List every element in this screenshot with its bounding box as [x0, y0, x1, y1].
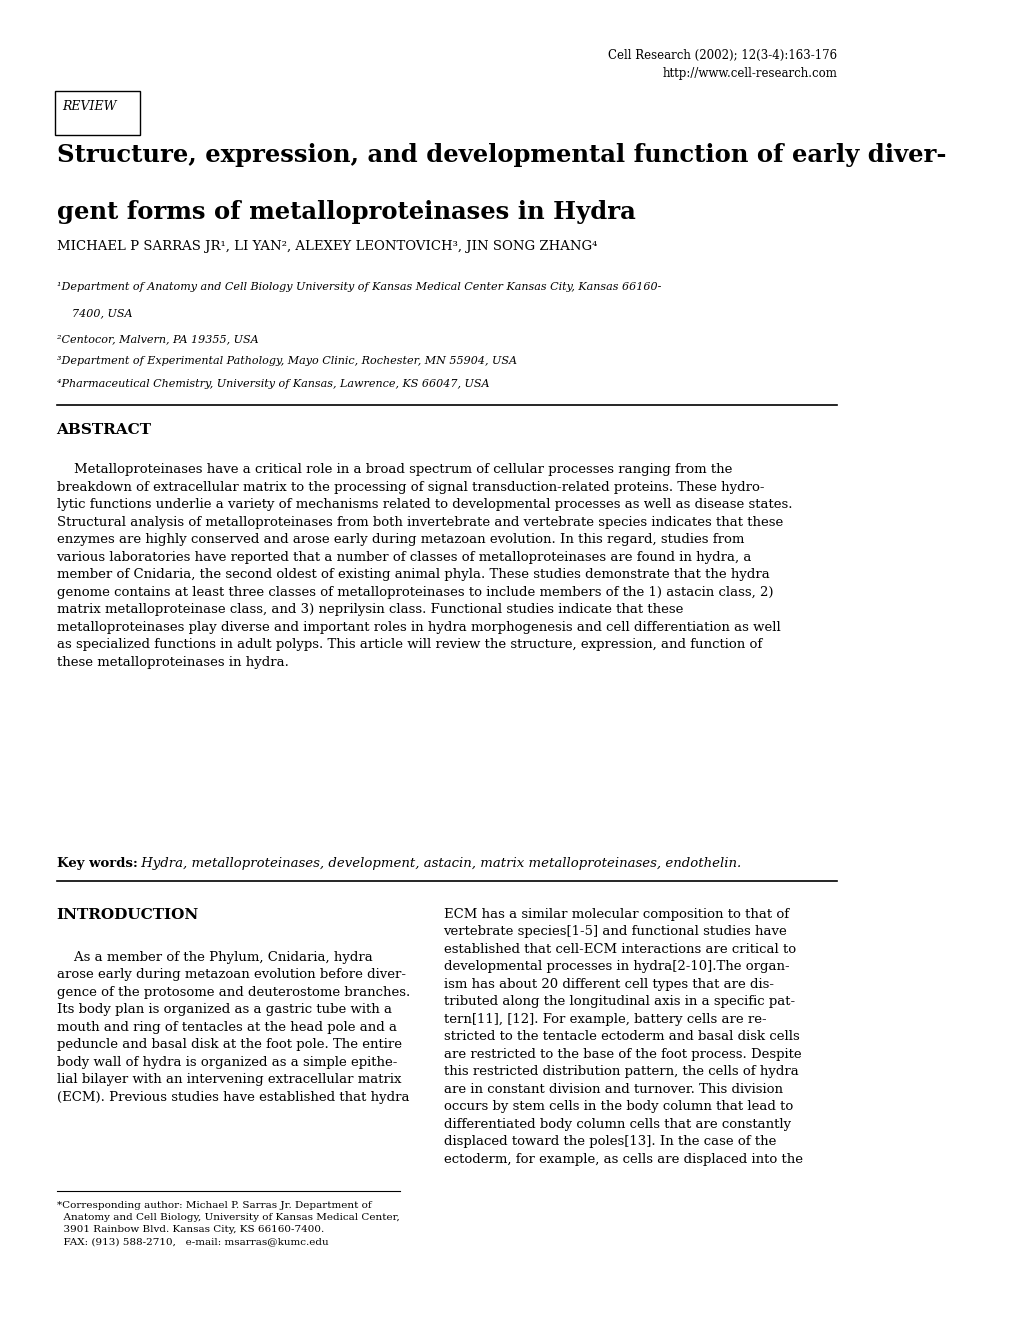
Text: ²Centocor, Malvern, PA 19355, USA: ²Centocor, Malvern, PA 19355, USA: [56, 334, 258, 343]
Text: http://www.cell-research.com: http://www.cell-research.com: [662, 67, 837, 80]
Text: Structure, expression, and developmental function of early diver-: Structure, expression, and developmental…: [56, 143, 945, 167]
Text: MICHAEL P SARRAS JR¹, LI YAN², ALEXEY LEONTOVICH³, JIN SONG ZHANG⁴: MICHAEL P SARRAS JR¹, LI YAN², ALEXEY LE…: [56, 240, 596, 254]
Text: ⁴Pharmaceutical Chemistry, University of Kansas, Lawrence, KS 66047, USA: ⁴Pharmaceutical Chemistry, University of…: [56, 379, 488, 388]
Text: As a member of the Phylum, Cnidaria, hydra
arose early during metazoan evolution: As a member of the Phylum, Cnidaria, hyd…: [56, 951, 410, 1104]
Text: ³Department of Experimental Pathology, Mayo Clinic, Rochester, MN 55904, USA: ³Department of Experimental Pathology, M…: [56, 356, 516, 366]
Text: ABSTRACT: ABSTRACT: [56, 423, 152, 437]
Text: *Corresponding author: Michael P. Sarras Jr. Department of
  Anatomy and Cell Bi: *Corresponding author: Michael P. Sarras…: [56, 1202, 398, 1246]
Text: ¹Department of Anatomy and Cell Biology University of Kansas Medical Center Kans: ¹Department of Anatomy and Cell Biology …: [56, 282, 660, 291]
Text: Hydra, metalloproteinases, development, astacin, matrix metalloproteinases, endo: Hydra, metalloproteinases, development, …: [138, 857, 741, 870]
Text: ECM has a similar molecular composition to that of
vertebrate species[1-5] and f: ECM has a similar molecular composition …: [443, 908, 802, 1165]
Text: Metalloproteinases have a critical role in a broad spectrum of cellular processe: Metalloproteinases have a critical role …: [56, 463, 791, 669]
Text: gent forms of metalloproteinases in Hydra: gent forms of metalloproteinases in Hydr…: [56, 200, 635, 224]
Text: Key words:: Key words:: [56, 857, 138, 870]
Text: 7400, USA: 7400, USA: [72, 308, 132, 318]
Text: INTRODUCTION: INTRODUCTION: [56, 908, 199, 921]
Text: Cell Research (2002); 12(3-4):163-176: Cell Research (2002); 12(3-4):163-176: [607, 49, 837, 63]
Text: REVIEW: REVIEW: [62, 100, 116, 113]
